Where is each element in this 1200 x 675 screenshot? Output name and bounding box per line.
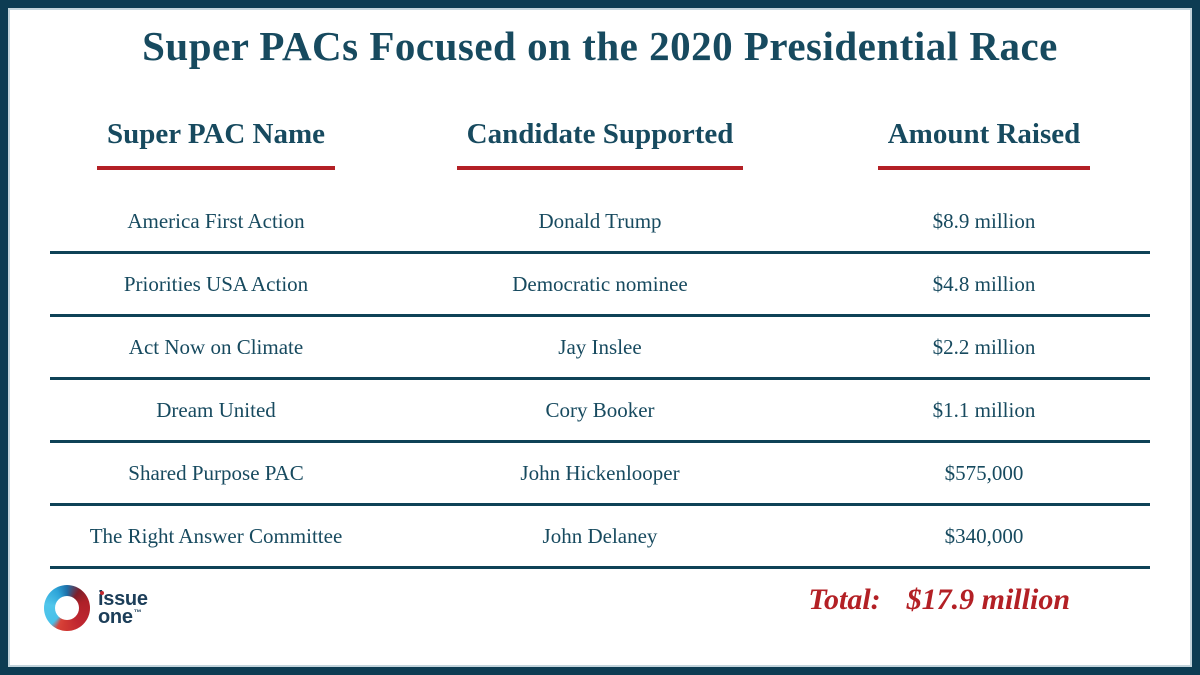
page-title: Super PACs Focused on the 2020 President… xyxy=(142,23,1058,69)
pac-name-cell: Act Now on Climate xyxy=(128,335,304,359)
table-row: Priorities USA Action Democratic nominee… xyxy=(24,253,1176,317)
amount-cell: $8.9 million xyxy=(932,209,1036,233)
trademark-symbol: ™ xyxy=(133,608,142,617)
pac-name-cell: Dream United xyxy=(156,398,276,422)
table-row: The Right Answer Committee John Delaney … xyxy=(24,505,1176,569)
logo-word-issue: issue xyxy=(98,587,148,610)
candidate-cell: John Delaney xyxy=(542,524,658,548)
pac-name-cell: The Right Answer Committee xyxy=(89,524,343,548)
column-header-candidate-supported: Candidate Supported xyxy=(408,118,792,170)
column-header-label: Amount Raised xyxy=(877,118,1091,170)
candidate-cell: Jay Inslee xyxy=(558,335,642,359)
issue-one-wordmark: issue one™ xyxy=(98,587,148,628)
footer: issue one™ Total: $17.9 million xyxy=(8,575,1192,667)
table-row: America First Action Donald Trump $8.9 m… xyxy=(24,190,1176,254)
amount-cell: $340,000 xyxy=(944,524,1024,548)
column-header-label: Candidate Supported xyxy=(456,118,744,170)
amount-cell: $575,000 xyxy=(944,461,1024,485)
issue-one-logo: issue one™ xyxy=(44,585,148,631)
column-header-amount-raised: Amount Raised xyxy=(792,118,1176,170)
candidate-cell: John Hickenlooper xyxy=(520,461,680,485)
column-header-label: Super PAC Name xyxy=(96,118,336,170)
column-header-super-pac-name: Super PAC Name xyxy=(24,118,408,170)
pac-name-cell: Priorities USA Action xyxy=(123,272,309,296)
candidate-cell: Donald Trump xyxy=(538,209,662,233)
amount-cell: $1.1 million xyxy=(932,398,1036,422)
candidate-cell: Democratic nominee xyxy=(512,272,688,296)
table-row: Act Now on Climate Jay Inslee $2.2 milli… xyxy=(24,316,1176,380)
table-row: Dream United Cory Booker $1.1 million xyxy=(24,379,1176,443)
candidate-cell: Cory Booker xyxy=(545,398,655,422)
total-value: $17.9 million xyxy=(906,583,1070,616)
pac-name-cell: America First Action xyxy=(127,209,305,233)
amount-cell: $4.8 million xyxy=(932,272,1036,296)
table-row: Shared Purpose PAC John Hickenlooper $57… xyxy=(24,442,1176,506)
total-row: Total: $17.9 million xyxy=(808,583,1070,617)
amount-cell: $2.2 million xyxy=(932,335,1036,359)
pac-name-cell: Shared Purpose PAC xyxy=(128,461,304,485)
table-body: America First Action Donald Trump $8.9 m… xyxy=(24,190,1176,569)
table-header-row: Super PAC Name Candidate Supported Amoun… xyxy=(24,118,1176,170)
issue-one-ring-icon xyxy=(44,585,90,631)
total-label: Total: xyxy=(808,583,881,616)
logo-word-one: one xyxy=(98,606,133,628)
